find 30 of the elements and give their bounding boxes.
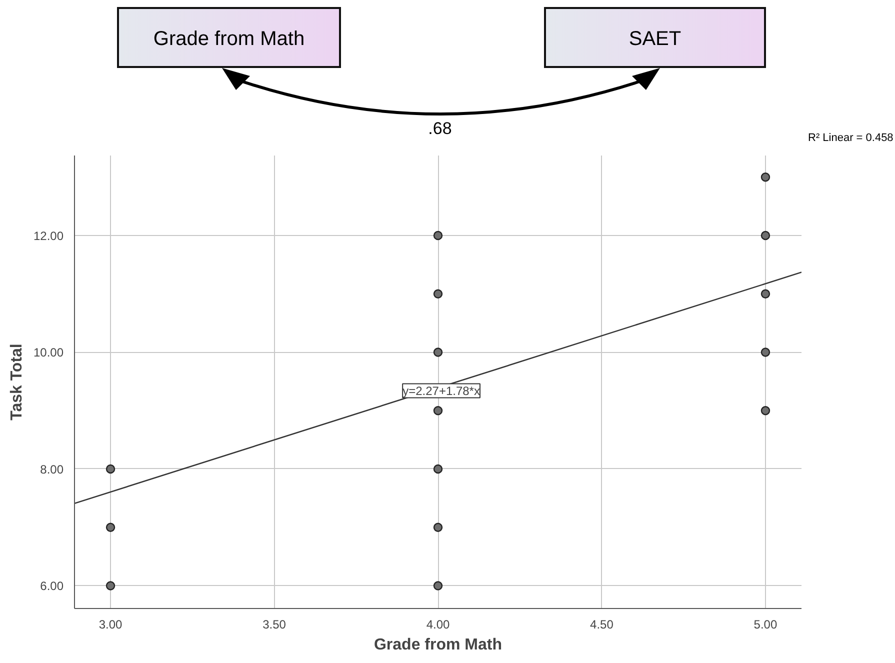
point xyxy=(760,289,770,298)
point xyxy=(760,348,770,357)
point xyxy=(106,464,116,474)
point xyxy=(433,406,443,416)
point xyxy=(433,522,443,532)
y-tick-label: 6.00 xyxy=(40,579,64,594)
point xyxy=(106,522,116,532)
text: Grade from Math xyxy=(153,28,305,50)
text: .68 xyxy=(428,119,452,138)
y-tick-label: 8.00 xyxy=(40,462,64,476)
text: R² Linear = 0.458 xyxy=(808,132,894,144)
x-tick-label: 4.00 xyxy=(426,618,450,632)
y-axis-title: Task Total xyxy=(8,344,26,420)
y-tick-label: 10.00 xyxy=(33,346,64,360)
x-tick-label: 5.00 xyxy=(754,618,778,632)
point xyxy=(760,230,770,240)
x-axis-title: Grade from Math xyxy=(374,636,502,654)
point xyxy=(760,172,770,182)
x-tick-label: 3.00 xyxy=(98,618,123,632)
y-tick-label: 12.00 xyxy=(33,228,64,243)
point xyxy=(433,348,443,357)
point xyxy=(106,581,116,590)
point xyxy=(433,289,443,298)
point xyxy=(433,464,443,474)
x-tick-label: 4.50 xyxy=(590,618,614,632)
point xyxy=(760,406,770,416)
point xyxy=(433,581,443,590)
point xyxy=(433,230,443,240)
x-tick-label: 3.50 xyxy=(262,618,286,632)
text: SAET xyxy=(628,28,682,50)
